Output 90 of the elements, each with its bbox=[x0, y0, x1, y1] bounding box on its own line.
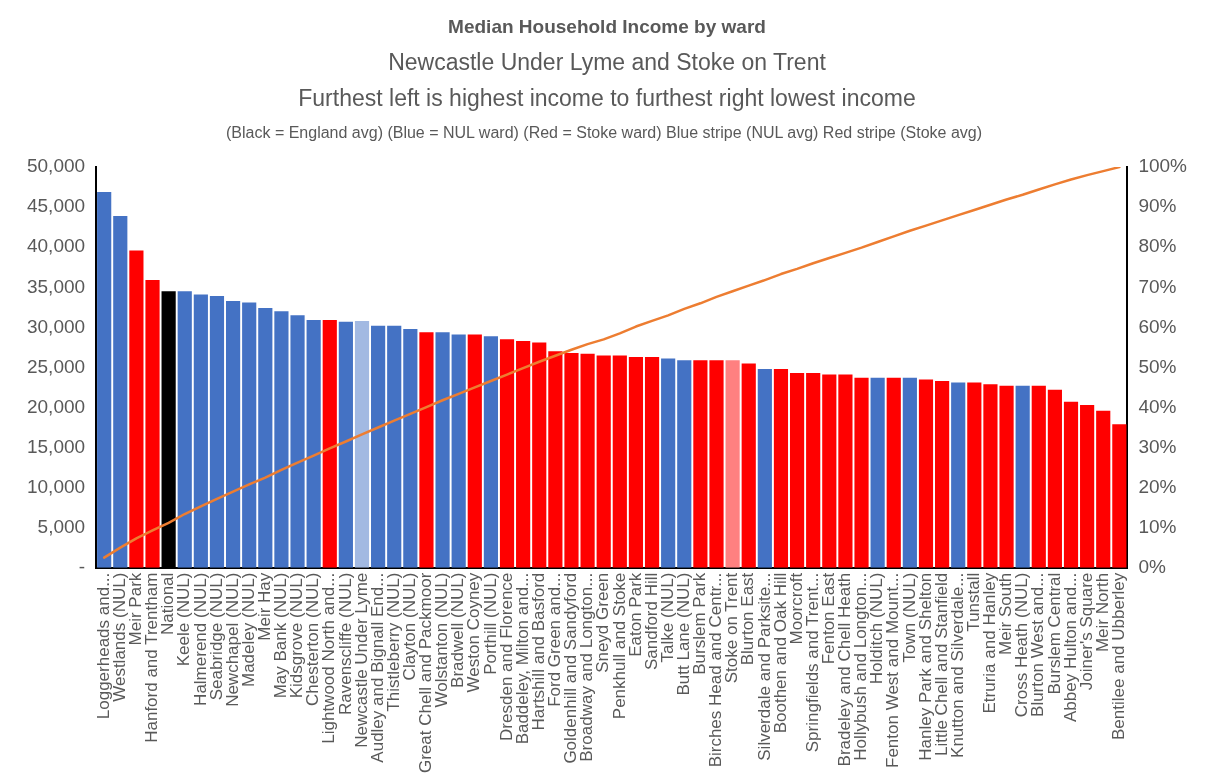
bar bbox=[661, 358, 676, 568]
x-tick-label: Baddeley, Milton and... bbox=[512, 572, 532, 745]
y2-tick-label: 30% bbox=[1138, 435, 1177, 457]
y2-tick-label: 40% bbox=[1138, 395, 1177, 417]
x-tick-label: Wolstanton (NUL) bbox=[432, 572, 452, 708]
bar bbox=[306, 320, 321, 568]
bar bbox=[548, 351, 563, 568]
bar bbox=[677, 360, 692, 568]
x-tick-label: Loggerheads and... bbox=[93, 572, 113, 720]
y-tick-label: 50,000 bbox=[26, 155, 86, 177]
y2-tick-label: 20% bbox=[1138, 475, 1177, 497]
bar bbox=[467, 334, 482, 568]
x-tick-label: Burslem Central bbox=[1044, 572, 1064, 695]
bar bbox=[773, 369, 789, 568]
bar bbox=[822, 374, 837, 568]
y2-tick-label: 70% bbox=[1138, 275, 1177, 297]
y2-tick-label: 90% bbox=[1138, 195, 1177, 217]
bar bbox=[741, 363, 756, 568]
bar bbox=[258, 308, 273, 568]
bar bbox=[242, 302, 257, 568]
bar bbox=[354, 320, 370, 568]
bar bbox=[596, 355, 611, 568]
y-tick-label: 45,000 bbox=[26, 195, 86, 217]
bar bbox=[435, 332, 450, 568]
bar bbox=[145, 280, 160, 568]
bar bbox=[419, 332, 434, 568]
y2-tick-label: 60% bbox=[1138, 315, 1177, 337]
text: (Black = England avg) (Blue = NUL ward) (Red = Stoke ward) Blue stripe (NUL avg) Red stripe (Stoke avg) bbox=[225, 123, 983, 141]
bar bbox=[886, 377, 901, 568]
bar bbox=[451, 334, 466, 568]
bar bbox=[322, 320, 337, 568]
y-tick-label: 25,000 bbox=[26, 355, 86, 377]
x-tick-label: Knutton and Silverdale... bbox=[947, 572, 967, 758]
bar bbox=[918, 379, 934, 568]
bar bbox=[806, 373, 821, 568]
chart-subtitle: Newcastle Under Lyme and Stoke on Trent Furthest left is highest income to furthest right lowest income bbox=[298, 48, 916, 111]
bar bbox=[967, 382, 982, 568]
bar bbox=[789, 373, 805, 568]
bar bbox=[113, 215, 128, 568]
bar bbox=[483, 336, 498, 568]
bar bbox=[709, 360, 724, 568]
y2-tick-label: 0% bbox=[1138, 555, 1166, 577]
bar bbox=[97, 191, 112, 568]
y-tick-label: 30,000 bbox=[26, 315, 86, 337]
bar bbox=[129, 250, 144, 568]
bar bbox=[371, 325, 386, 568]
bar bbox=[338, 321, 353, 568]
bar bbox=[1047, 389, 1062, 568]
bar bbox=[177, 291, 192, 568]
y2-tick-label: 10% bbox=[1138, 515, 1177, 537]
bar bbox=[1063, 401, 1079, 568]
bar bbox=[209, 296, 225, 568]
y-tick-label: 20,000 bbox=[26, 395, 86, 417]
bar bbox=[693, 360, 708, 568]
x-tick-label: Bradeley and Chell Heath bbox=[835, 572, 855, 767]
chart-title: Median Household Income by ward bbox=[448, 15, 766, 37]
bar bbox=[499, 339, 515, 568]
bar bbox=[870, 377, 885, 568]
bar bbox=[1096, 410, 1111, 568]
bar bbox=[387, 325, 402, 568]
bar bbox=[1080, 405, 1095, 568]
x-tick-label: Bentilee and Ubberley bbox=[1109, 572, 1129, 740]
bar bbox=[951, 382, 966, 568]
bar bbox=[193, 294, 208, 568]
x-tick-label: Town (NUL) bbox=[899, 572, 919, 663]
bar bbox=[225, 300, 241, 568]
x-tick-label: Cross Heath (NUL) bbox=[1012, 572, 1032, 718]
bar bbox=[644, 356, 660, 568]
bar bbox=[757, 369, 772, 568]
y-tick-label: 5,000 bbox=[37, 515, 86, 537]
bar bbox=[1112, 424, 1127, 568]
x-tick-label: Ravenscliffe (NUL) bbox=[335, 572, 355, 716]
y-tick-label: - bbox=[78, 555, 86, 577]
y-tick-label: 35,000 bbox=[26, 275, 86, 297]
bar bbox=[1015, 385, 1030, 568]
bar bbox=[516, 340, 531, 568]
y2-tick-label: 100% bbox=[1138, 155, 1188, 177]
y2-tick-label: 80% bbox=[1138, 235, 1177, 257]
bar bbox=[725, 360, 740, 568]
y-tick-label: 40,000 bbox=[26, 235, 86, 257]
bar bbox=[1031, 385, 1046, 568]
bar bbox=[612, 355, 627, 568]
bar bbox=[532, 342, 547, 568]
bar bbox=[935, 381, 950, 568]
y-tick-label: 10,000 bbox=[26, 475, 86, 497]
bar bbox=[403, 328, 418, 568]
y-tick-label: 15,000 bbox=[26, 435, 86, 457]
y2-tick-label: 50% bbox=[1138, 355, 1177, 377]
bar bbox=[628, 356, 644, 568]
bar bbox=[902, 377, 917, 568]
